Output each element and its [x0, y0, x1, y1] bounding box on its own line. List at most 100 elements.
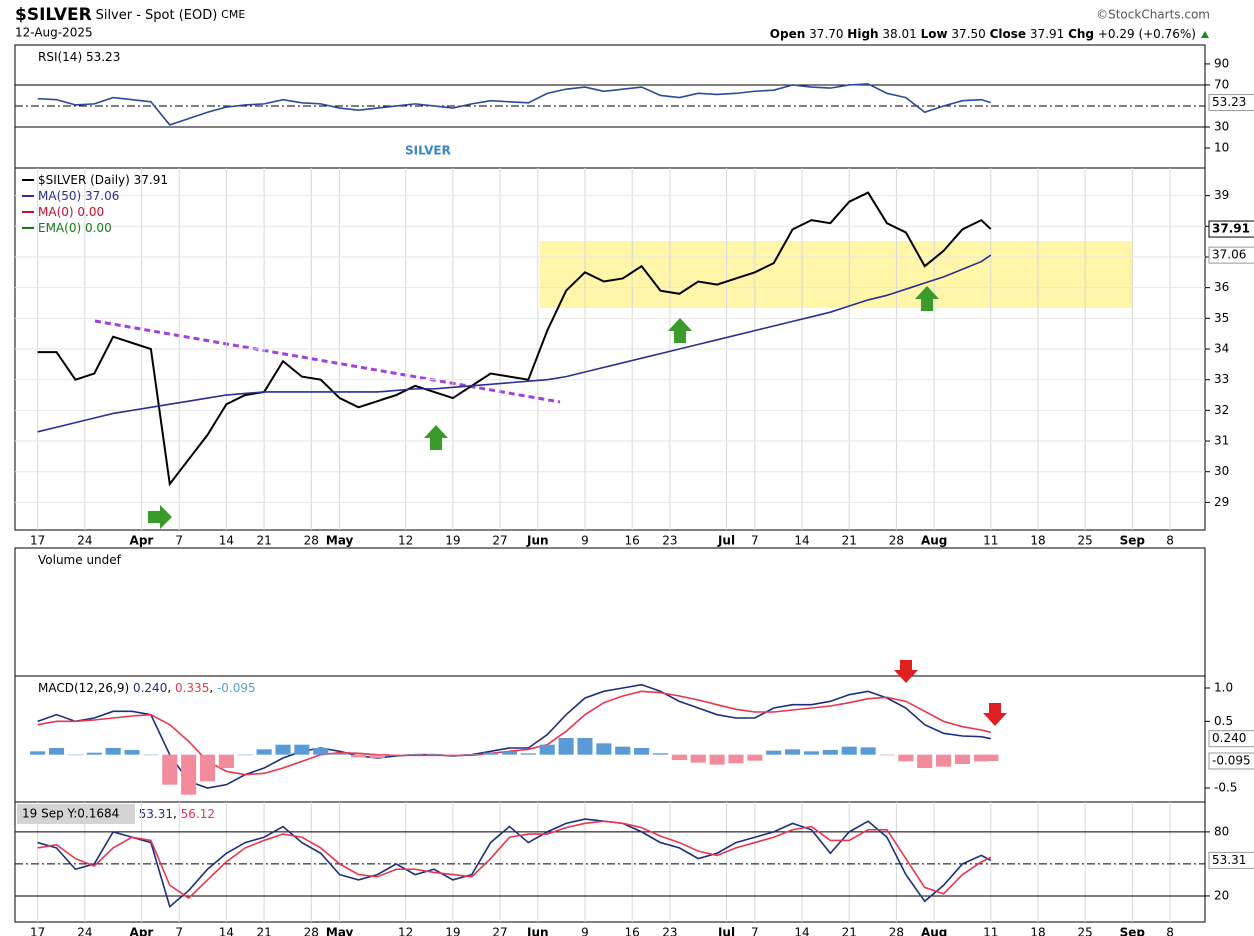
y-tick-label: 10 [1214, 141, 1229, 155]
x-tick-label: 24 [77, 534, 92, 548]
x-tick-label: 27 [492, 926, 507, 936]
x-tick-label: 28 [889, 534, 904, 548]
legend-value: 0.240 [133, 681, 167, 695]
x-tick-label: Apr [130, 926, 154, 936]
annotation-label: SILVER [405, 144, 451, 158]
histogram-bar [143, 754, 159, 756]
x-tick-label: 25 [1078, 926, 1093, 936]
y-tick-label: 36 [1214, 280, 1229, 294]
exchange: CME [221, 8, 245, 21]
histogram-bar [973, 754, 989, 762]
series-line [37, 191, 992, 487]
legend-value: 56.12 [181, 807, 215, 821]
y-tick-label: 30 [1214, 464, 1229, 478]
up-indicator [1201, 31, 1209, 38]
histogram-bar [48, 748, 65, 755]
arrow-up [424, 425, 448, 450]
x-tick-label: 11 [983, 926, 998, 936]
histogram-bar [181, 754, 197, 795]
legend-value: -0.095 [217, 681, 256, 695]
histogram-bar [294, 744, 310, 755]
last-value-box [1208, 220, 1254, 238]
histogram-bar [803, 751, 820, 755]
y-tick-label: 90 [1214, 56, 1229, 70]
x-tick-label: 7 [751, 926, 759, 936]
x-tick-label: 27 [492, 534, 507, 548]
histogram-bar [690, 754, 706, 763]
x-tick-label: 21 [842, 534, 857, 548]
quote-value: 37.91 [1030, 27, 1064, 41]
histogram-bar [464, 754, 480, 755]
legend: RSI(14) 53.23 [38, 50, 120, 64]
histogram-bar [879, 754, 895, 756]
x-tick-label: 7 [175, 534, 183, 548]
histogram-bar [426, 754, 442, 755]
y-tick-label: 33 [1214, 372, 1229, 386]
histogram-bar [520, 753, 536, 755]
histogram-bar [898, 754, 914, 762]
legend-value: 0.00 [77, 205, 104, 219]
x-tick-label: 23 [662, 926, 677, 936]
x-tick-label: Jun [526, 534, 549, 548]
x-tick-label: 21 [256, 534, 271, 548]
y-tick-label: 35 [1214, 311, 1229, 325]
x-tick-label: 23 [662, 534, 677, 548]
histogram-bar [388, 754, 404, 756]
y-tick-label: 0.5 [1214, 714, 1233, 728]
last-value-label: 37.06 [1212, 248, 1246, 262]
x-tick-label: Jun [526, 926, 549, 936]
histogram-bar [652, 753, 669, 755]
quote-line: Open 37.70 High 38.01 Low 37.50 Close 37… [770, 27, 1196, 41]
x-tick-label: 12 [398, 534, 413, 548]
x-tick-label: 28 [889, 926, 904, 936]
arrow-up [668, 318, 692, 343]
histogram-bar [954, 754, 971, 764]
header-title: $SILVER Silver - Spot (EOD) CME [15, 5, 245, 25]
quote-value: +0.29 (+0.76%) [1098, 27, 1196, 41]
legend-name: RSI(14) [38, 50, 82, 64]
histogram-bar [162, 754, 178, 785]
y-tick-label: 80 [1214, 824, 1229, 838]
quote-value: 37.50 [951, 27, 985, 41]
arrows [148, 286, 1007, 726]
histogram-bar [218, 754, 234, 768]
histogram-bar [822, 750, 838, 755]
quote-value: 38.01 [882, 27, 916, 41]
histogram-bar [124, 750, 140, 755]
arrow-down [894, 660, 918, 683]
histogram-bar [539, 744, 555, 755]
x-tick-label: 19 [445, 926, 460, 936]
series-line [37, 254, 992, 433]
last-value-label: 37.91 [1212, 222, 1250, 236]
x-tick-label: 9 [581, 926, 589, 936]
arrow-right [148, 505, 172, 529]
histogram-bar [671, 754, 687, 760]
legend-name: EMA(0) [38, 221, 81, 235]
series-line [37, 683, 991, 789]
quote-label: Chg [1068, 27, 1094, 41]
legend-name: $SILVER (Daily) [38, 173, 130, 187]
histogram-bar [596, 743, 612, 755]
x-tick-label: 7 [751, 534, 759, 548]
panel-title: Volume undef [38, 553, 122, 567]
x-tick-label: 8 [1166, 534, 1174, 548]
x-tick-label: 7 [175, 926, 183, 936]
histogram-bar [860, 747, 876, 755]
histogram-bar [105, 748, 121, 755]
y-tick-label: 20 [1214, 888, 1229, 902]
x-tick-label: 14 [794, 926, 809, 936]
y-tick-label: -0.5 [1214, 781, 1237, 795]
histogram-bar [332, 753, 348, 755]
y-tick-label: 1.0 [1214, 681, 1233, 695]
y-tick-label: 39 [1214, 188, 1229, 202]
histogram-bar [728, 754, 744, 764]
legend-entry: $SILVER (Daily) 37.91 [38, 173, 168, 187]
x-tick-label: May [326, 534, 354, 548]
histogram-bar [766, 750, 782, 755]
x-tick-label: Jul [717, 926, 735, 936]
last-value-box [1208, 752, 1254, 770]
x-tick-label: 12 [398, 926, 413, 936]
legend-name: MA(50) [38, 189, 81, 203]
histogram-bar [199, 754, 216, 782]
